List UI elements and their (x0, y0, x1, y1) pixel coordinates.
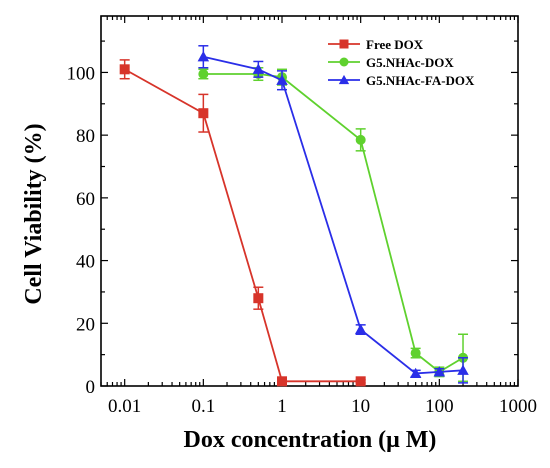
x-axis-title: Dox concentration (μ M) (184, 427, 437, 453)
legend: Free DOX G5.NHAc-DOX G5.NHAc-FA-DOX (328, 37, 475, 88)
data-point (253, 293, 264, 304)
plot-frame (100, 15, 519, 387)
legend-entry: G5.NHAc-FA-DOX (366, 73, 475, 88)
series-circle (198, 66, 469, 383)
legend-entry: G5.NHAc-DOX (366, 55, 454, 70)
data-point (410, 348, 421, 359)
x-tick-label: 0.01 (108, 396, 141, 417)
x-tick-label: 1000 (499, 396, 537, 417)
data-point (198, 108, 209, 119)
data-point (119, 64, 130, 75)
series-line (203, 73, 464, 373)
data-point (355, 134, 366, 145)
data-point (355, 376, 366, 387)
data-point (409, 367, 422, 379)
series-layer (119, 45, 469, 387)
data-point (197, 51, 210, 62)
data-point (276, 74, 288, 85)
y-tick-label: 60 (76, 189, 95, 210)
legend-marker (339, 57, 349, 67)
data-point (198, 69, 209, 80)
x-tick-label: 0.1 (191, 396, 215, 417)
data-point (354, 323, 367, 335)
y-tick-label: 100 (67, 63, 96, 84)
y-tick-label: 80 (76, 126, 95, 147)
x-tick-label: 10 (351, 396, 370, 417)
y-tick-label: 0 (86, 377, 96, 398)
x-tick-label: 1 (277, 396, 287, 417)
data-point (252, 63, 265, 74)
legend-marker (338, 74, 350, 85)
x-tick-label: 100 (425, 396, 454, 417)
series-line (203, 55, 464, 375)
y-axis-title: Cell Viability (%) (21, 123, 47, 304)
legend-marker (339, 39, 349, 49)
axes: 0.01 0.1 1 10 100 1000 0 20 40 60 80 100 (67, 15, 537, 417)
y-tick-label: 40 (76, 252, 95, 273)
y-tick-label: 20 (76, 314, 95, 335)
series-line (124, 68, 361, 383)
legend-entry: Free DOX (366, 37, 424, 52)
data-point (277, 376, 288, 387)
data-point (433, 366, 446, 377)
data-point (457, 364, 469, 375)
series-square (119, 59, 366, 387)
series-triangle (197, 45, 469, 384)
